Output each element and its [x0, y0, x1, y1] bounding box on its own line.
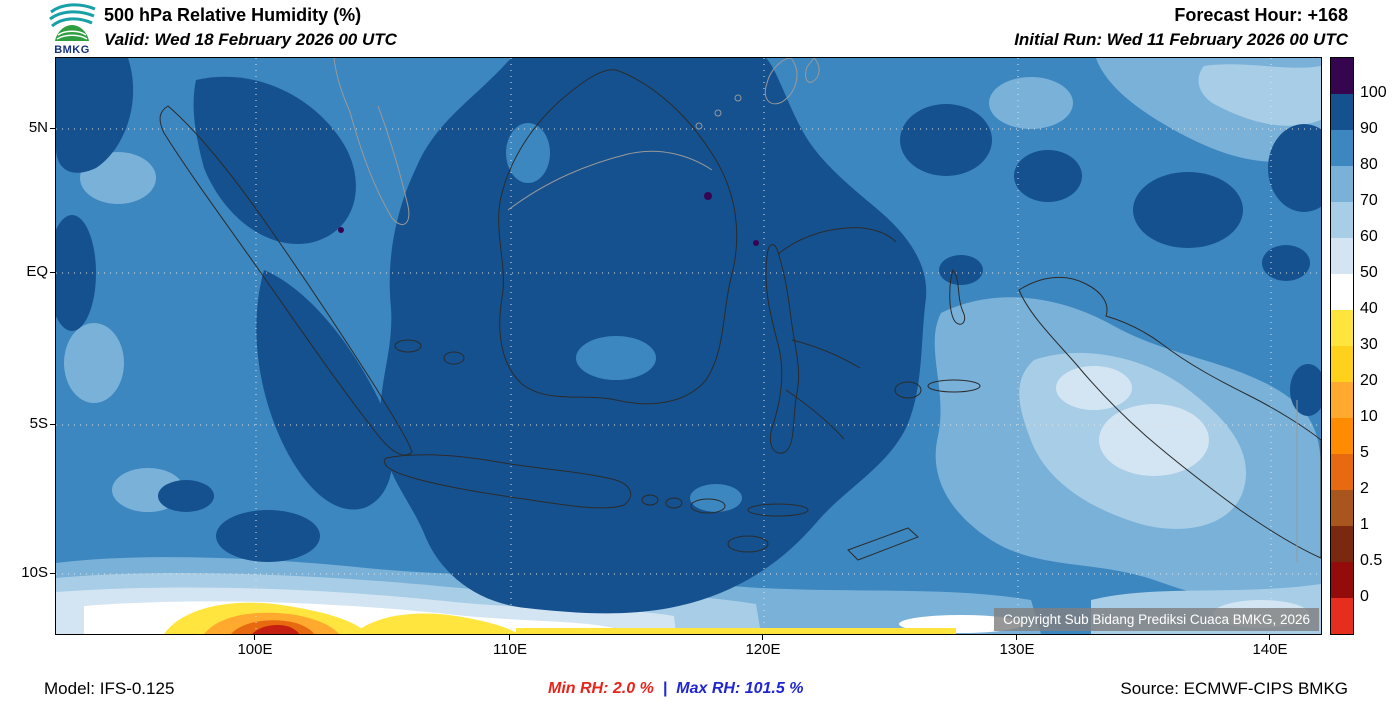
- max-rh-separator: |: [662, 680, 668, 697]
- colorbar-tick-label: 100: [1360, 84, 1387, 101]
- rh-dry-layer: [164, 602, 956, 634]
- model-label: Model: IFS-0.125: [44, 679, 175, 698]
- lon-label-120e: 120E: [745, 641, 781, 658]
- colorbar-labels: 100 90 80 70 60 50 40 30 20 10 5 2 1 0.5 0: [1360, 57, 1400, 633]
- colorbar-segment: [1331, 382, 1353, 418]
- colorbar-segment: [1331, 310, 1353, 346]
- forecast-hour-label: Forecast Hour: +168: [1174, 5, 1348, 25]
- lat-tick: [50, 573, 55, 574]
- colorbar-tick-label: 30: [1360, 336, 1378, 353]
- rh-over-100-layer: [338, 192, 759, 246]
- lat-tick: [50, 272, 55, 273]
- graticule: [56, 58, 1321, 634]
- copyright-overlay: Copyright Sub Bidang Prediksi Cuaca BMKG…: [994, 608, 1319, 631]
- lon-tick: [509, 635, 510, 640]
- lon-tick: [1016, 635, 1017, 640]
- lon-tick: [254, 635, 255, 640]
- colorbar-tick-label: 60: [1360, 228, 1378, 245]
- colorbar-tick-label: 0: [1360, 588, 1369, 605]
- colorbar-segment: [1331, 598, 1353, 634]
- lat-tick: [50, 128, 55, 129]
- bmkg-logo-icon: [49, 3, 96, 41]
- lat-label-5s: 5S: [29, 415, 48, 432]
- min-rh-label: Min RH: 2.0 %: [548, 680, 654, 697]
- colorbar-segment: [1331, 274, 1353, 310]
- colorbar-segment: [1331, 58, 1353, 94]
- colorbar-segment: [1331, 238, 1353, 274]
- colorbar-segment: [1331, 562, 1353, 598]
- lon-label-130e: 130E: [999, 641, 1035, 658]
- colorbar-tick-label: 40: [1360, 300, 1378, 317]
- colorbar-tick-label: 10: [1360, 408, 1378, 425]
- colorbar-tick-label: 1: [1360, 516, 1369, 533]
- colorbar-segment: [1331, 346, 1353, 382]
- colorbar-tick-label: 80: [1360, 156, 1378, 173]
- colorbar-segment: [1331, 490, 1353, 526]
- rh-minmax-row: Min RH: 2.0 % | Max RH: 101.5 %: [548, 680, 803, 698]
- valid-time-label: Valid: Wed 18 February 2026 00 UTC: [104, 30, 397, 49]
- colorbar-segment: [1331, 454, 1353, 490]
- colorbar-tick-label: 20: [1360, 372, 1378, 389]
- colorbar-segment: [1331, 130, 1353, 166]
- colorbar-tick-label: 70: [1360, 192, 1378, 209]
- lon-tick: [762, 635, 763, 640]
- max-rh-label: Max RH: 101.5 %: [676, 680, 804, 697]
- colorbar-tick-label: 5: [1360, 444, 1369, 461]
- colorbar-segment: [1331, 202, 1353, 238]
- initial-run-label: Initial Run: Wed 11 February 2026 00 UTC: [1014, 30, 1348, 49]
- lon-label-110e: 110E: [493, 641, 527, 658]
- lat-label-5n: 5N: [28, 119, 48, 136]
- colorbar-segment: [1331, 526, 1353, 562]
- page-title: 500 hPa Relative Humidity (%): [104, 5, 362, 25]
- borders-layer: [333, 58, 1298, 563]
- rh-contour-map: [56, 58, 1321, 634]
- coastlines-layer: [159, 69, 1321, 561]
- colorbar-tick-label: 0.5: [1360, 552, 1383, 569]
- lat-tick: [50, 424, 55, 425]
- source-label: Source: ECMWF-CIPS BMKG: [1120, 679, 1348, 698]
- colorbar-segment: [1331, 94, 1353, 130]
- rh-map-frame: Copyright Sub Bidang Prediksi Cuaca BMKG…: [55, 57, 1322, 635]
- lat-label-10s: 10S: [21, 564, 48, 581]
- colorbar-segment: [1331, 166, 1353, 202]
- colorbar-tick-label: 50: [1360, 264, 1378, 281]
- lon-tick: [1269, 635, 1270, 640]
- rh-90-100-layer: [56, 58, 1321, 614]
- colorbar-tick-label: 2: [1360, 480, 1369, 497]
- lon-label-100e: 100E: [237, 641, 273, 658]
- colorbar-segment: [1331, 418, 1353, 454]
- colorbar: [1330, 57, 1354, 635]
- colorbar-tick-label: 90: [1360, 120, 1378, 137]
- bmkg-logo-text: BMKG: [54, 44, 90, 56]
- bmkg-logo: BMKG: [44, 1, 100, 56]
- lon-label-140e: 140E: [1252, 641, 1288, 658]
- lat-label-eq: EQ: [26, 263, 48, 280]
